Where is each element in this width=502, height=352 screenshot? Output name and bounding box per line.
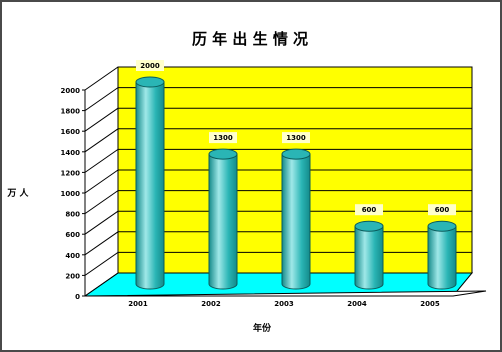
gridline-side — [84, 169, 119, 194]
data-label: 600 — [435, 206, 450, 214]
x-tick-label: 2005 — [420, 300, 440, 308]
data-label: 600 — [362, 206, 377, 214]
data-label-box — [282, 132, 310, 144]
chart-floor-front — [84, 290, 487, 297]
bar-top — [135, 76, 165, 88]
bar-top — [281, 148, 311, 160]
y-tick-label: 0 — [75, 293, 80, 301]
gridline-side — [84, 190, 119, 215]
chart-title: 历 年 出 生 情 况 — [192, 30, 308, 48]
y-tick-label: 1000 — [61, 190, 81, 198]
gridline-side — [84, 66, 119, 91]
bar: 2000 — [135, 60, 165, 290]
x-tick-label: 2002 — [201, 300, 221, 308]
bar: 600 — [427, 204, 457, 290]
bar-body — [354, 225, 384, 290]
x-tick-label: 2003 — [274, 300, 294, 308]
bar-top — [208, 148, 238, 160]
gridline-side — [84, 251, 119, 276]
bar-top — [354, 220, 384, 232]
x-axis-label: 年份 — [253, 322, 272, 334]
gridline-side — [84, 107, 119, 132]
bar-top — [427, 220, 457, 232]
data-label: 1300 — [213, 134, 233, 142]
y-tick-label: 400 — [65, 252, 80, 260]
data-label-box — [209, 132, 237, 144]
gridline-side — [84, 231, 119, 256]
bar-body — [281, 153, 311, 290]
gridline-side — [84, 210, 119, 235]
bar: 1300 — [281, 132, 311, 290]
y-tick-label: 1200 — [61, 169, 81, 177]
y-axis-label: 万 人 — [6, 187, 29, 199]
y-tick-labels: 0 200 400 600 800 1000 1200 1400 1600 1800 2000 — [61, 87, 85, 301]
bar-series: 2000 1300 1300 600 600 — [135, 60, 457, 290]
x-tick-label: 2004 — [347, 300, 367, 308]
data-label-box — [428, 204, 456, 216]
bar: 1300 — [208, 132, 238, 290]
y-tick-label: 2000 — [61, 87, 81, 95]
data-label: 1300 — [286, 134, 306, 142]
gridline-side — [84, 272, 119, 297]
bar-body — [427, 225, 457, 290]
x-tick-label: 2001 — [128, 300, 148, 308]
y-tick-label: 1600 — [61, 128, 81, 136]
bar-body — [208, 153, 238, 290]
gridline-side — [84, 87, 119, 112]
bar-body — [135, 81, 165, 290]
data-label-box — [136, 60, 164, 71]
y-tick-label: 1400 — [61, 149, 81, 157]
data-label: 2000 — [140, 62, 160, 70]
y-tick-label: 200 — [65, 272, 80, 280]
x-tick-labels: 2001 2002 2003 2004 2005 — [128, 300, 440, 308]
data-label-box — [355, 204, 383, 216]
gridline-side — [84, 128, 119, 153]
y-tick-label: 600 — [65, 231, 80, 239]
gridline-side — [84, 148, 119, 173]
y-tick-label: 800 — [65, 211, 80, 219]
y-tick-label: 1800 — [61, 108, 81, 116]
bar: 600 — [354, 204, 384, 290]
